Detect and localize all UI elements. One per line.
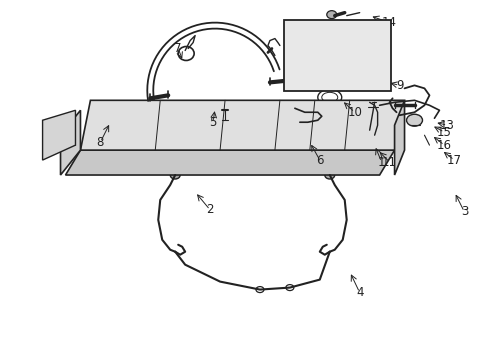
Text: 9: 9 [395,79,403,92]
Text: 15: 15 [436,126,451,139]
Text: 10: 10 [346,106,362,119]
Text: 1: 1 [377,156,385,168]
Ellipse shape [324,171,334,179]
Ellipse shape [269,118,309,142]
Polygon shape [81,100,404,150]
Polygon shape [42,110,75,160]
FancyBboxPatch shape [284,20,390,91]
Text: 13: 13 [439,119,454,132]
Text: 17: 17 [446,154,461,167]
Ellipse shape [170,171,180,179]
Text: 2: 2 [206,203,213,216]
Text: 14: 14 [381,16,396,29]
Ellipse shape [406,114,422,126]
Text: 12: 12 [292,61,307,74]
Text: 3: 3 [460,205,467,219]
Text: 5: 5 [209,116,216,129]
Text: 16: 16 [436,139,451,152]
Polygon shape [61,110,81,175]
Text: 6: 6 [315,154,323,167]
Polygon shape [394,100,404,175]
Text: 11: 11 [381,156,396,168]
Text: 8: 8 [97,136,104,149]
Ellipse shape [347,33,361,44]
Text: 7: 7 [174,42,182,55]
Ellipse shape [326,11,336,19]
Polygon shape [65,150,394,175]
Text: 4: 4 [355,286,363,299]
